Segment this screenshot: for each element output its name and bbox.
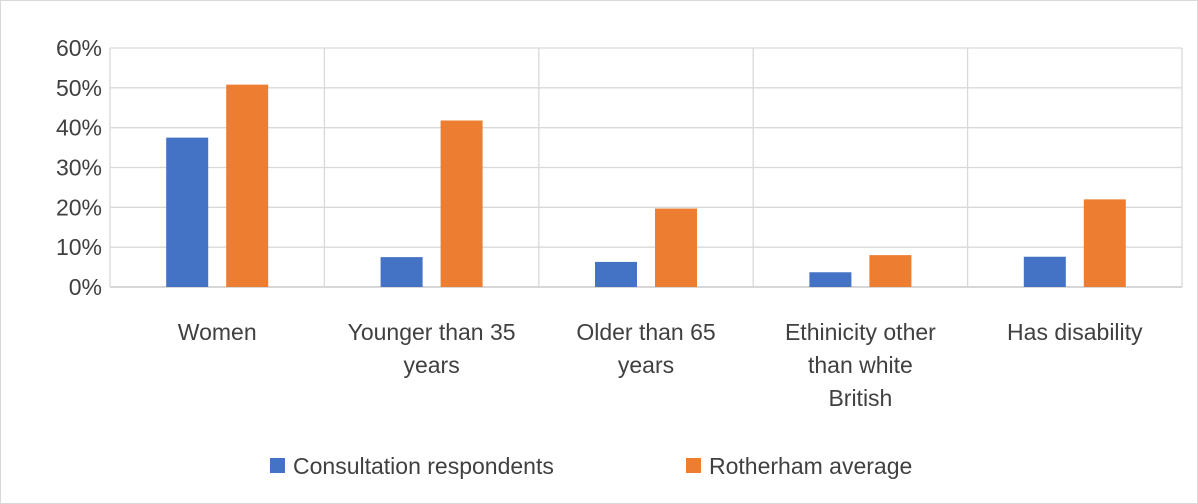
legend-swatch	[270, 458, 285, 473]
x-axis: Women Younger than 35 years Older than 65 ye…	[178, 319, 1143, 411]
y-tick-label: 30%	[56, 155, 102, 181]
y-tick-label: 0%	[69, 274, 102, 300]
bar-rotherham-average	[440, 120, 483, 287]
x-category-label: Ethinicity other	[785, 319, 936, 345]
bars	[166, 84, 1126, 287]
x-category-label: years	[618, 352, 674, 378]
x-category-label: Women	[178, 319, 257, 345]
x-category-label: years	[403, 352, 459, 378]
legend-swatch	[686, 458, 701, 473]
legend: Consultation respondents Rotherham averag…	[270, 453, 912, 479]
y-axis: 0% 10% 20% 30% 40% 50% 60%	[56, 35, 102, 300]
legend-label: Consultation respondents	[293, 453, 554, 479]
bar-consultation-respondents	[166, 137, 209, 287]
y-tick-label: 60%	[56, 35, 102, 61]
bar-consultation-respondents	[380, 257, 423, 287]
legend-label: Rotherham average	[709, 453, 912, 479]
x-category-label: Younger than 35	[348, 319, 516, 345]
x-category-label: Older than 65	[576, 319, 715, 345]
y-tick-label: 40%	[56, 115, 102, 141]
x-category-label: than white	[808, 352, 913, 378]
y-tick-label: 10%	[56, 234, 102, 260]
bar-rotherham-average	[869, 255, 912, 287]
gridlines	[109, 47, 1183, 288]
y-tick-label: 20%	[56, 194, 102, 220]
y-tick-label: 50%	[56, 75, 102, 101]
bar-consultation-respondents	[595, 261, 637, 287]
bar-rotherham-average	[226, 84, 269, 287]
bar-consultation-respondents	[1023, 256, 1066, 287]
x-category-label: British	[828, 385, 892, 411]
bar-rotherham-average	[1083, 199, 1126, 287]
x-category-label: Has disability	[1007, 319, 1143, 345]
bar-consultation-respondents	[809, 272, 852, 287]
bar-rotherham-average	[655, 208, 697, 287]
